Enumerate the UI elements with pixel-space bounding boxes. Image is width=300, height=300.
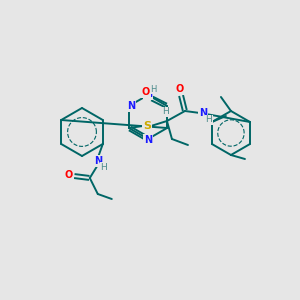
Text: O: O	[176, 84, 184, 94]
Text: O: O	[142, 87, 150, 97]
Text: O: O	[65, 170, 73, 180]
Text: S: S	[143, 121, 151, 131]
Text: N: N	[94, 156, 102, 166]
Text: H: H	[100, 163, 107, 172]
Text: H: H	[150, 85, 156, 94]
Text: N: N	[144, 135, 152, 145]
Text: N: N	[127, 101, 135, 111]
Text: N: N	[144, 89, 152, 99]
Text: H: H	[163, 107, 169, 116]
Text: H: H	[206, 116, 212, 124]
Text: N: N	[199, 108, 207, 118]
